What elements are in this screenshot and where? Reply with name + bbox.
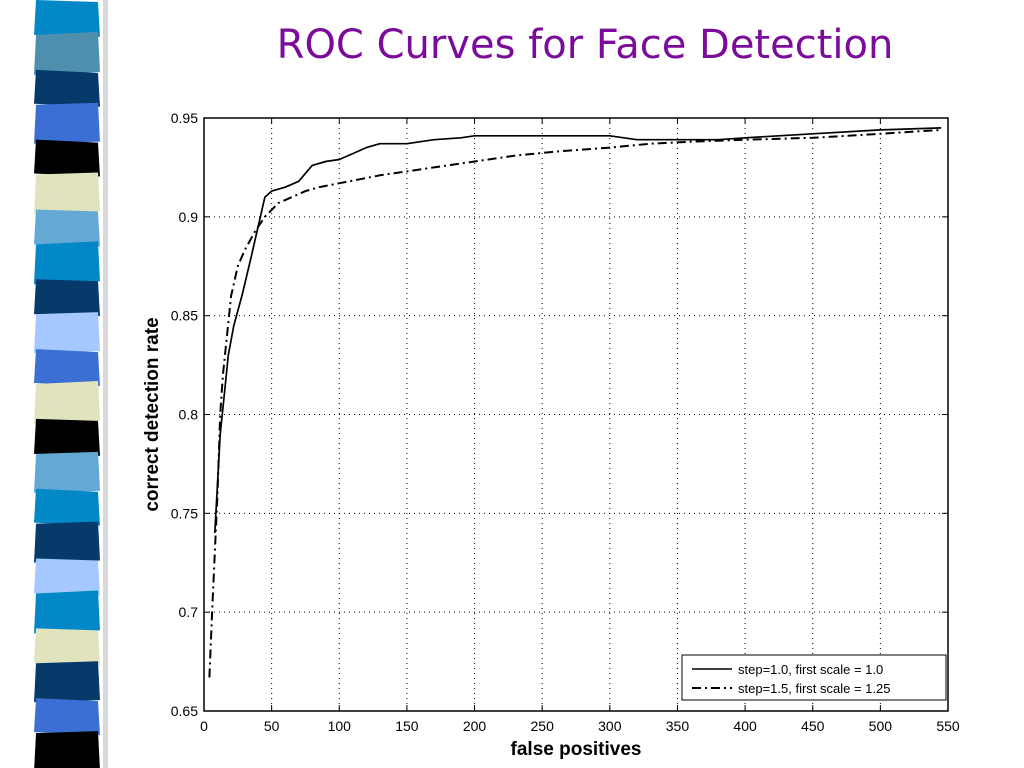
strip-block [34, 731, 100, 768]
series-line-solid [213, 127, 942, 534]
plot-frame [203, 117, 949, 712]
strip-block [34, 69, 100, 107]
strip-block [34, 102, 100, 144]
strip-shadow [103, 0, 108, 768]
y-tick-label: 0.65 [171, 703, 198, 719]
x-tick-label: 250 [531, 718, 555, 734]
x-tick-label: 100 [328, 718, 352, 734]
x-tick-label: 50 [264, 718, 280, 734]
strip-block [34, 698, 100, 736]
x-tick-label: 350 [666, 718, 690, 734]
strip-block [34, 558, 100, 596]
strip-block [34, 0, 100, 37]
x-axis-label: false positives [511, 739, 642, 760]
y-tick-label: 0.9 [179, 209, 199, 225]
x-tick-label: 200 [463, 718, 487, 734]
y-tick-label: 0.95 [171, 110, 198, 126]
y-tick-label: 0.85 [171, 308, 198, 324]
legend: step=1.0, first scale = 1.0 step=1.5, fi… [681, 654, 947, 701]
roc-chart: 0 50 100 150 200 250 300 350 400 450 500 550 0.65 0.7… [142, 110, 960, 760]
strip-block [34, 381, 100, 424]
x-tick-label: 300 [598, 718, 622, 734]
y-axis-label: correct detection rate [142, 317, 163, 511]
x-tick-label: 500 [869, 718, 893, 734]
legend-label-solid: step=1.0, first scale = 1.0 [738, 662, 883, 677]
x-tick-label: 550 [936, 718, 960, 734]
x-tick-label: 0 [200, 718, 208, 734]
strip-block [34, 172, 100, 214]
legend-box [681, 654, 947, 701]
strip-block [34, 521, 100, 563]
strip-block [34, 349, 100, 386]
strip-block [34, 590, 100, 634]
series-lines [208, 127, 942, 678]
decorative-strip [34, 0, 108, 768]
strip-block [34, 279, 100, 317]
strip-block [34, 418, 100, 456]
x-tick-label: 150 [395, 718, 419, 734]
strip-block [34, 312, 100, 354]
y-tick-label: 0.8 [179, 407, 199, 423]
y-tick-label: 0.7 [179, 604, 199, 620]
legend-label-dashdot: step=1.5, first scale = 1.25 [738, 681, 890, 696]
strip-block [34, 241, 100, 285]
slide-title: ROC Curves for Face Detection [276, 22, 894, 68]
y-tick-label: 0.75 [171, 505, 198, 521]
x-tick-label: 400 [733, 718, 757, 734]
strip-block [34, 628, 100, 666]
x-tick-label: 450 [801, 718, 825, 734]
strip-block [34, 31, 100, 75]
axis-ticks: 0 50 100 150 200 250 300 350 400 450 500 550 0.65 0.7… [171, 110, 960, 734]
strip-block [34, 139, 100, 177]
strip-block [34, 661, 100, 703]
strip-block [34, 209, 100, 247]
strip-block [34, 451, 100, 493]
series-line-dashdot [208, 128, 942, 678]
strip-block [34, 488, 100, 526]
grid-lines [204, 118, 948, 711]
